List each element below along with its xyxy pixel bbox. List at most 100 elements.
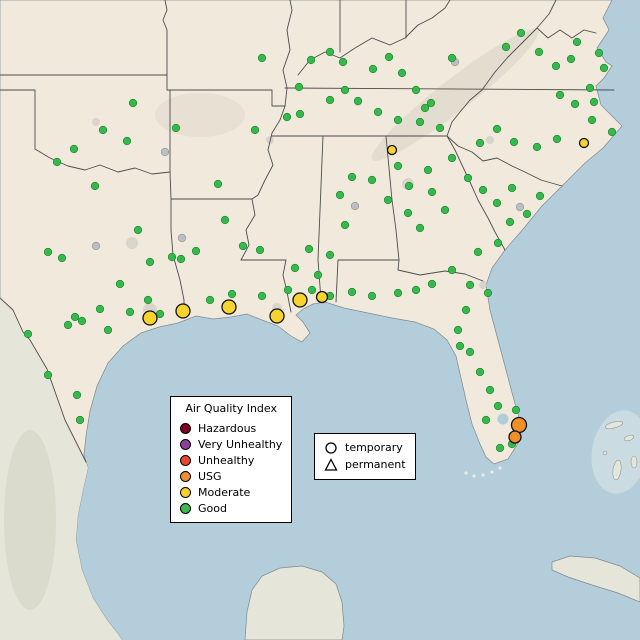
bahamas-islands [602,421,638,481]
station-good [485,385,495,395]
station-moderate [269,308,285,324]
station-good [423,165,433,175]
station-moderate [175,303,191,319]
legend-title: Air Quality Index [185,402,277,415]
station-good [191,246,201,256]
station-good [57,253,67,263]
station-good [505,217,515,227]
station-good [23,329,33,339]
station-good [403,208,413,218]
station-good [532,142,542,152]
station-good [507,183,517,193]
station-good [393,288,403,298]
station-good [227,289,237,299]
legend-label: Good [198,501,227,515]
station-good [213,179,223,189]
station-good [250,125,260,135]
station-good [313,270,323,280]
station-good [594,48,604,58]
land-mexico [0,298,122,640]
circle-symbol-icon [325,441,337,454]
station-no_data [350,201,360,211]
station-good [415,117,425,127]
station-no_data [177,233,187,243]
station-good [483,288,493,298]
station-points [23,28,617,453]
station-usg [510,416,528,434]
station-good [427,187,437,197]
station-good [447,265,457,275]
legend-item-hazardous: Hazardous [180,420,282,436]
station-good [167,252,177,262]
station-good [295,109,305,119]
station-good [294,82,304,92]
station-good [492,198,502,208]
station-good [427,279,437,289]
station-good [599,63,609,73]
station-good [340,85,350,95]
station-good [115,279,125,289]
station-good [447,53,457,63]
legend-label: Moderate [198,485,251,499]
station-good [555,90,565,100]
station-good [325,95,335,105]
legend-items: Hazardous Very Unhealthy Unhealthy USG Moder… [180,420,282,516]
station-good [420,103,430,113]
station-moderate [315,290,329,304]
station-good [465,280,475,290]
land-cuba [551,555,640,603]
station-good [133,225,143,235]
station-good [307,285,317,295]
symbol-legend: temporary permanent [314,433,416,480]
station-good [325,250,335,260]
station-good [72,390,82,400]
station-moderate [386,144,398,156]
station-good [77,316,87,326]
terrain-shading [4,29,539,610]
station-good [282,112,292,122]
station-good [509,137,519,147]
station-good [572,37,582,47]
land-us [0,0,623,640]
legend-item-moderate: Moderate [180,484,282,500]
station-good [347,172,357,182]
station-good [397,68,407,78]
station-good [551,61,561,71]
station-good [255,245,265,255]
permanent-label: permanent [345,457,406,471]
station-good [453,325,463,335]
legend-item-unhealthy: Unhealthy [180,452,282,468]
station-good [501,42,511,52]
station-good [75,415,85,425]
legend-label: Unhealthy [198,453,255,467]
aqi-legend: Air Quality Index Hazardous Very Unhealth… [170,396,293,524]
station-good [43,247,53,257]
station-no_data [160,147,170,157]
station-good [463,173,473,183]
station-good [125,307,135,317]
station-good [411,285,421,295]
lake-okeechobee [497,413,509,425]
station-good [475,367,485,377]
station-good [440,205,450,215]
station-good [534,47,544,57]
station-good [493,238,503,248]
station-good [43,370,53,380]
temporary-label: temporary [345,440,403,454]
station-moderate [221,299,237,315]
station-good [607,127,617,137]
station-good [335,190,345,200]
station-good [145,257,155,267]
station-good [585,83,595,93]
station-good [338,57,348,67]
station-good [535,191,545,201]
station-good [492,124,502,134]
station-good [367,175,377,185]
legend-label: Very Unhealthy [198,437,283,451]
station-good [90,181,100,191]
station-good [257,291,267,301]
legend-item-usg: USG [180,468,282,484]
station-good [257,53,267,63]
legend-swatch-icon [180,470,191,482]
